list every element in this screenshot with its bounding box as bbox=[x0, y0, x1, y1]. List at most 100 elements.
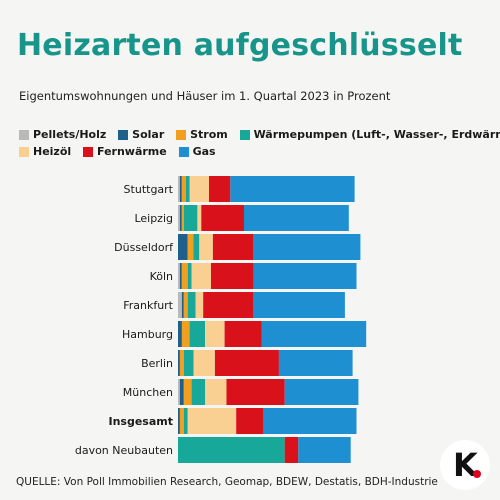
bar-segment-frankfurt-solar bbox=[181, 292, 184, 318]
legend-swatch-heizoel bbox=[19, 146, 29, 157]
bar-segment-k-ln-strom bbox=[181, 263, 188, 289]
bar-segment-davon-neubauten-gas bbox=[298, 437, 351, 463]
bar-segment-frankfurt-pellets-holz bbox=[178, 292, 182, 318]
category-label-insgesamt: Insgesamt bbox=[109, 415, 174, 428]
bar-segment-davon-neubauten-fernw-rme bbox=[284, 437, 299, 463]
bar-segment-leipzig-heiz-l bbox=[197, 205, 202, 231]
category-label-stuttgart: Stuttgart bbox=[124, 183, 174, 196]
bar-segment-berlin-gas bbox=[278, 350, 353, 376]
bar-segment-leipzig-gas bbox=[244, 205, 349, 231]
chart-subtitle: Eigentumswohnungen und Häuser im 1. Quar… bbox=[19, 89, 391, 103]
bar-segment-hamburg-solar bbox=[178, 321, 182, 347]
stacked-bar-chart: Stuttgart Leipzig Düsseldorf Köln Frankfurt H… bbox=[75, 176, 367, 463]
bar-segment-m-nchen-gas bbox=[284, 379, 359, 405]
bar-segment-k-ln-w-rmepumpen-luft-wasser-erdw-rme bbox=[187, 263, 192, 289]
category-label-k-ln: Köln bbox=[150, 270, 173, 283]
bar-segment-leipzig-fernw-rme bbox=[201, 205, 244, 231]
logo-letter: K bbox=[453, 446, 478, 484]
bar-segment-berlin-solar bbox=[178, 350, 180, 376]
legend-swatch-waermepumpen bbox=[239, 129, 250, 140]
legend-row-1: Pellets/Holz Solar Strom Wärmepumpen (Lu… bbox=[19, 128, 500, 143]
bar-segment-stuttgart-w-rmepumpen-luft-wasser-erdw-rme bbox=[185, 176, 190, 202]
legend-item-pellets: Pellets/Holz bbox=[19, 128, 106, 141]
bar-segment-leipzig-strom bbox=[181, 205, 184, 231]
bar-segment-d-sseldorf-heiz-l bbox=[199, 234, 213, 260]
bar-segment-m-nchen-fernw-rme bbox=[226, 379, 285, 405]
publisher-logo: K bbox=[440, 440, 490, 490]
legend-label-waermepumpen: Wärmepumpen (Luft-, Wasser-, Erdwärme) bbox=[253, 128, 500, 141]
legend-item-strom: Strom bbox=[176, 128, 228, 141]
bar-segment-frankfurt-heiz-l bbox=[195, 292, 204, 318]
bar-segment-berlin-w-rmepumpen-luft-wasser-erdw-rme bbox=[183, 350, 194, 376]
legend-swatch-gas bbox=[178, 146, 189, 157]
category-label-m-nchen: München bbox=[123, 386, 173, 399]
category-label-berlin: Berlin bbox=[141, 357, 173, 370]
logo-dot bbox=[473, 470, 481, 478]
bar-segment-insgesamt-heiz-l bbox=[187, 408, 237, 434]
bar-segment-k-ln-heiz-l bbox=[191, 263, 211, 289]
legend-label-fernwaerme: Fernwärme bbox=[97, 145, 167, 158]
bar-segment-stuttgart-solar bbox=[179, 176, 182, 202]
bar-segment-frankfurt-gas bbox=[253, 292, 345, 318]
legend-label-gas: Gas bbox=[192, 145, 216, 158]
bar-segment-stuttgart-fernw-rme bbox=[209, 176, 231, 202]
legend-item-solar: Solar bbox=[118, 128, 164, 141]
bar-segment-m-nchen-solar bbox=[179, 379, 184, 405]
legend-swatch-strom bbox=[176, 129, 187, 140]
bar-segment-hamburg-gas bbox=[261, 321, 367, 347]
legend-item-heizoel: Heizöl bbox=[19, 145, 71, 158]
bar-segment-berlin-strom bbox=[179, 350, 184, 376]
legend-label-strom: Strom bbox=[190, 128, 228, 141]
bar-segment-insgesamt-w-rmepumpen-luft-wasser-erdw-rme bbox=[183, 408, 188, 434]
category-label-d-sseldorf: Düsseldorf bbox=[114, 241, 174, 254]
bar-segment-hamburg-w-rmepumpen-luft-wasser-erdw-rme bbox=[189, 321, 206, 347]
bar-segment-leipzig-pellets-holz bbox=[178, 205, 180, 231]
bar-segment-stuttgart-strom bbox=[181, 176, 186, 202]
bar-segment-leipzig-w-rmepumpen-luft-wasser-erdw-rme bbox=[183, 205, 198, 231]
bar-segment-insgesamt-gas bbox=[263, 408, 357, 434]
bar-segment-k-ln-pellets-holz bbox=[178, 263, 180, 289]
bar-segment-leipzig-solar bbox=[179, 205, 182, 231]
bar-segment-hamburg-heiz-l bbox=[205, 321, 225, 347]
bar-segment-m-nchen-heiz-l bbox=[205, 379, 227, 405]
bar-segment-stuttgart-gas bbox=[230, 176, 355, 202]
category-label-leipzig: Leipzig bbox=[134, 212, 173, 225]
bar-segment-berlin-heiz-l bbox=[193, 350, 215, 376]
bar-segment-frankfurt-strom bbox=[183, 292, 188, 318]
category-label-hamburg: Hamburg bbox=[122, 328, 173, 341]
category-label-frankfurt: Frankfurt bbox=[123, 299, 173, 312]
chart-title: Heizarten aufgeschlüsselt bbox=[17, 28, 463, 63]
legend-item-fernwaerme: Fernwärme bbox=[83, 145, 167, 158]
legend-label-pellets: Pellets/Holz bbox=[33, 128, 107, 141]
bar-segment-frankfurt-w-rmepumpen-luft-wasser-erdw-rme bbox=[187, 292, 196, 318]
bar-segment-insgesamt-fernw-rme bbox=[236, 408, 264, 434]
legend-swatch-fernwaerme bbox=[83, 146, 94, 157]
legend-item-waermepumpen: Wärmepumpen (Luft-, Wasser-, Erdwärme) bbox=[239, 128, 500, 141]
bar-segment-m-nchen-pellets-holz bbox=[178, 379, 180, 405]
bar-segment-k-ln-gas bbox=[253, 263, 357, 289]
bar-segment-d-sseldorf-solar bbox=[178, 234, 188, 260]
legend-swatch-pellets bbox=[19, 129, 29, 140]
category-label-davon-neubauten: davon Neubauten bbox=[75, 444, 173, 457]
bar-segment-hamburg-fernw-rme bbox=[224, 321, 262, 347]
bar-segment-davon-neubauten-w-rmepumpen-luft-wasser-erdw-rme bbox=[178, 437, 285, 463]
bar-segment-insgesamt-strom bbox=[179, 408, 184, 434]
source-note: QUELLE: Von Poll Immobilien Research, Ge… bbox=[16, 476, 438, 488]
bar-segment-m-nchen-w-rmepumpen-luft-wasser-erdw-rme bbox=[191, 379, 206, 405]
bar-segment-m-nchen-strom bbox=[183, 379, 192, 405]
bar-segment-berlin-fernw-rme bbox=[214, 350, 279, 376]
bar-segment-d-sseldorf-gas bbox=[253, 234, 361, 260]
bar-segment-hamburg-strom bbox=[181, 321, 190, 347]
bar-segment-d-sseldorf-strom bbox=[187, 234, 194, 260]
bar-segment-insgesamt-solar bbox=[178, 408, 180, 434]
legend-item-gas: Gas bbox=[178, 145, 216, 158]
bar-segment-d-sseldorf-fernw-rme bbox=[212, 234, 254, 260]
legend-label-solar: Solar bbox=[132, 128, 165, 141]
bar-segment-d-sseldorf-w-rmepumpen-luft-wasser-erdw-rme bbox=[193, 234, 200, 260]
legend-row-2: Heizöl Fernwärme Gas bbox=[19, 145, 224, 160]
bar-segment-stuttgart-pellets-holz bbox=[178, 176, 180, 202]
bar-segment-k-ln-fernw-rme bbox=[211, 263, 254, 289]
bar-segment-frankfurt-fernw-rme bbox=[203, 292, 254, 318]
bar-segment-k-ln-solar bbox=[179, 263, 182, 289]
legend-swatch-solar bbox=[118, 129, 129, 140]
